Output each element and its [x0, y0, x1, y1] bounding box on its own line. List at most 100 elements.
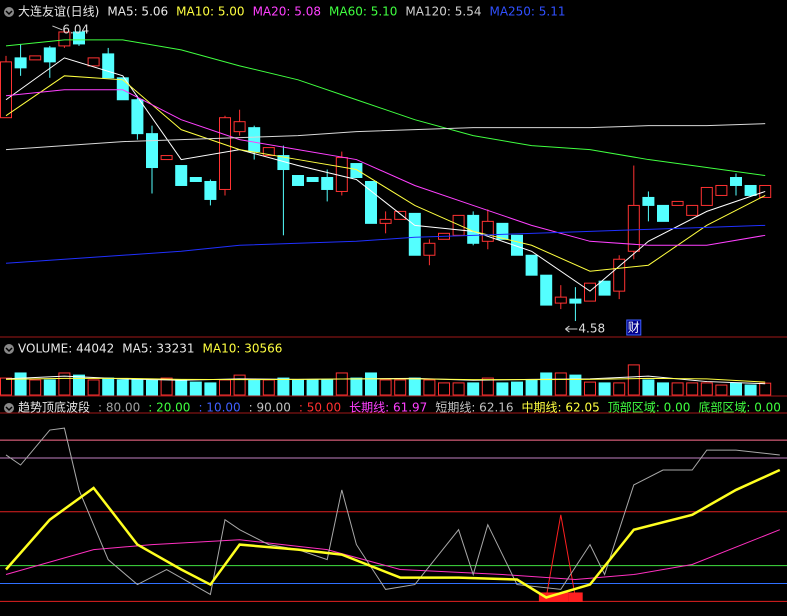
- indicator-line: [5, 377, 766, 383]
- legend-entry: 中期线: 62.05: [522, 400, 600, 415]
- volume-bar: [219, 379, 231, 396]
- candle-body: [671, 200, 684, 206]
- volume-bar: [146, 379, 158, 396]
- volume-bar: [292, 379, 304, 396]
- candle-body: [131, 99, 144, 135]
- volume-bar: [321, 379, 334, 396]
- indicator-line: [5, 529, 780, 581]
- indicator-line: [5, 39, 766, 177]
- volume-bar: [248, 379, 261, 396]
- indicator-line: [5, 224, 766, 264]
- legend-entry: 底部区域: 0.00: [698, 400, 781, 415]
- volume-bar: [627, 364, 640, 396]
- legend-entry: : 50.00: [299, 401, 341, 415]
- candle-body: [408, 212, 421, 256]
- candle-body: [744, 184, 757, 196]
- volume-bar: [744, 384, 757, 396]
- signal-spike: [545, 514, 576, 598]
- volume-bar: [481, 377, 494, 396]
- volume-bar: [87, 379, 100, 396]
- legend-entry: 顶部区域: 0.00: [608, 400, 691, 415]
- volume-bar: [598, 382, 611, 396]
- candle-body: [715, 184, 728, 196]
- volume-bar: [584, 381, 596, 396]
- volume-bar: [204, 382, 217, 396]
- legend-entry: MA120: 5.54: [405, 5, 481, 19]
- candle-body: [584, 282, 596, 302]
- panel-icon: [4, 344, 14, 354]
- volume-bar: [379, 379, 392, 396]
- legend-entry: MA10: 30566: [203, 342, 283, 356]
- panel-icon-arrow: [5, 347, 13, 353]
- volume-bar: [554, 372, 567, 396]
- candle-body: [700, 186, 713, 206]
- candle-body: [394, 210, 407, 220]
- candle-body: [627, 204, 640, 252]
- candle-body: [569, 298, 582, 304]
- candle-body: [189, 177, 202, 182]
- volume-bar: [102, 377, 115, 396]
- volume-bar: [511, 381, 523, 396]
- volume-bar: [160, 377, 173, 396]
- candle-body: [657, 204, 669, 222]
- candle-body: [160, 155, 173, 161]
- candle-body: [306, 177, 319, 182]
- legend-entry: MA5: 33231: [122, 342, 194, 356]
- candle-body: [58, 31, 71, 47]
- candle-body: [116, 77, 129, 101]
- panel-icon: [4, 403, 14, 413]
- candle-body: [262, 147, 275, 157]
- candle-body: [233, 121, 246, 133]
- volume-bar: [540, 372, 553, 396]
- legend-entry: 大连友谊(日线): [18, 4, 99, 19]
- candle-body: [335, 157, 348, 192]
- candle-body: [0, 61, 12, 119]
- volume-bar: [335, 372, 348, 396]
- legend-entry: : 20.00: [148, 401, 190, 415]
- candle-body: [642, 196, 655, 206]
- candle-body: [321, 177, 334, 190]
- volume-bar: [467, 382, 480, 396]
- volume-bar: [306, 379, 319, 396]
- volume-bar: [730, 382, 742, 396]
- candle-body: [292, 175, 304, 186]
- candle-body: [175, 165, 188, 186]
- volume-bar: [423, 379, 436, 396]
- volume-bar: [262, 379, 275, 396]
- indicator-line: [5, 468, 781, 599]
- volume-bar: [175, 379, 188, 396]
- volume-bar: [233, 374, 246, 396]
- indicator-line: [5, 123, 766, 151]
- volume-bar: [686, 382, 699, 396]
- candle-body: [554, 296, 567, 304]
- volume-bar: [408, 377, 421, 396]
- candle-body: [496, 222, 509, 240]
- candle-body: [598, 280, 611, 296]
- indicator-line: [5, 75, 766, 272]
- candle-body: [146, 133, 158, 169]
- signal-block: [553, 592, 569, 602]
- volume-bar: [671, 382, 684, 396]
- legend-entry: VOLUME: 44042: [18, 342, 114, 356]
- candle-body: [686, 204, 699, 216]
- legend-entry: : 10.00: [198, 401, 240, 415]
- volume-bar: [73, 374, 85, 396]
- candle-body: [613, 258, 626, 292]
- panel-icon-arrow: [5, 406, 13, 412]
- low-label: 4.58: [578, 322, 605, 336]
- low-pointer: [565, 325, 578, 333]
- candle-body: [73, 31, 85, 45]
- volume-bar: [277, 377, 290, 396]
- volume-bar: [496, 382, 509, 396]
- legend-entry: MA60: 5.10: [329, 5, 397, 19]
- legend-entry: 趋势顶底波段: [18, 400, 90, 415]
- volume-bar: [189, 381, 202, 396]
- high-pointer: [52, 25, 63, 31]
- candle-body: [87, 57, 100, 67]
- volume-bar: [642, 379, 655, 396]
- candle-body: [511, 234, 523, 256]
- finance-flag-label: 财: [628, 321, 640, 335]
- candle-body: [14, 57, 27, 69]
